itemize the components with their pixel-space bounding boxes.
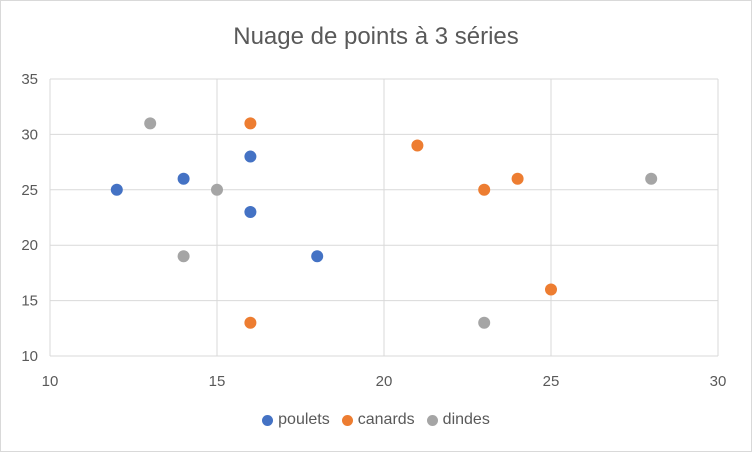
y-tick-label: 35	[21, 71, 38, 88]
legend-item-canards: canards	[341, 411, 415, 429]
data-point-poulets	[177, 172, 190, 185]
x-tick-label: 10	[42, 373, 59, 390]
data-point-canards	[244, 117, 257, 130]
legend-marker	[426, 414, 438, 426]
data-point-canards	[244, 316, 257, 329]
x-tick-label: 30	[710, 373, 727, 390]
data-point-poulets	[311, 250, 324, 263]
y-tick-label: 25	[21, 182, 38, 199]
x-tick-label: 20	[376, 373, 393, 390]
y-tick-label: 20	[21, 237, 38, 254]
legend: poulets canards dindes	[1, 411, 751, 431]
data-point-poulets	[110, 183, 123, 196]
legend-marker	[262, 414, 274, 426]
x-tick-label: 15	[209, 373, 226, 390]
data-point-dindes	[144, 117, 157, 130]
legend-label: dindes	[442, 411, 490, 428]
x-tick-label: 25	[543, 373, 560, 390]
data-point-dindes	[645, 172, 658, 185]
legend-item-poulets: poulets	[262, 411, 330, 429]
y-tick-label: 15	[21, 293, 38, 310]
legend-item-dindes: dindes	[426, 411, 490, 429]
y-tick-label: 30	[21, 126, 38, 143]
legend-label: canards	[357, 411, 415, 428]
legend-label: poulets	[278, 411, 330, 428]
data-point-canards	[511, 172, 524, 185]
data-point-poulets	[244, 205, 257, 218]
data-point-canards	[411, 139, 424, 152]
y-tick-label: 10	[21, 348, 38, 365]
data-point-canards	[545, 283, 557, 296]
data-point-poulets	[244, 150, 257, 163]
chart-title: Nuage de points à 3 séries	[233, 23, 519, 50]
data-point-dindes	[177, 250, 190, 263]
data-point-dindes	[211, 183, 223, 196]
legend-marker	[341, 414, 353, 426]
data-point-canards	[478, 183, 491, 196]
data-point-dindes	[478, 316, 491, 329]
